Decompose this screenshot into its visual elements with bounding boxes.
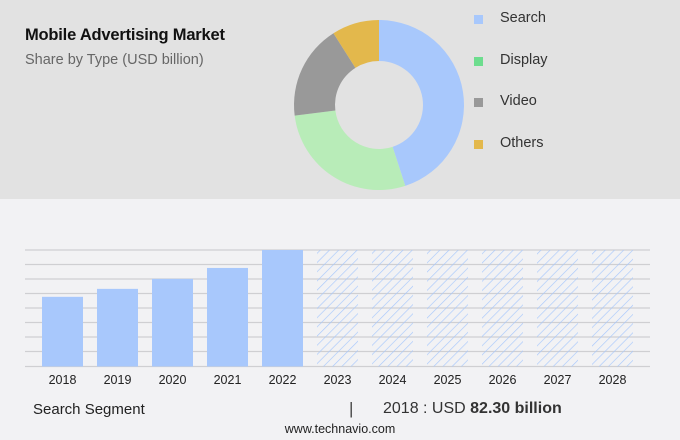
x-axis-label: 2027	[544, 373, 572, 387]
donut-slice-others	[333, 20, 379, 68]
forecast-bar-2024	[372, 250, 413, 367]
x-axis-label: 2021	[214, 373, 242, 387]
chart-title: Mobile Advertising Market	[25, 26, 225, 44]
segment-year: 2018 : USD	[383, 400, 471, 417]
x-axis-label: 2023	[324, 373, 352, 387]
donut-chart	[294, 20, 465, 191]
segment-amount: 82.30 billion	[470, 400, 562, 417]
forecast-bar-2027	[537, 250, 578, 367]
legend-swatch-icon	[474, 139, 483, 149]
bar-2022	[262, 250, 303, 367]
legend-label: Display	[500, 51, 548, 68]
segment-label: Search Segment	[33, 401, 145, 418]
legend-item-display: Display	[474, 52, 654, 72]
legend-item-others: Others	[474, 135, 654, 155]
forecast-bar-2023	[317, 250, 358, 367]
bar-2018	[42, 296, 83, 367]
forecast-bar-2025	[427, 250, 468, 367]
legend-label: Video	[500, 93, 537, 109]
x-axis-label: 2028	[599, 373, 627, 387]
forecast-bar-2026	[482, 250, 523, 367]
x-axis-label: 2025	[434, 373, 462, 387]
x-axis-label: 2018	[49, 373, 77, 387]
x-axis-label: 2019	[104, 373, 132, 387]
bar-2020	[152, 278, 193, 367]
segment-value: 2018 : USD 82.30 billion	[383, 400, 562, 418]
donut-slice-display	[294, 110, 406, 191]
forecast-bar-2028	[592, 250, 633, 367]
x-axis-label: 2024	[379, 373, 407, 387]
donut-slice-search	[379, 20, 465, 186]
donut-slice-video	[294, 33, 356, 116]
source-link[interactable]: www.technavio.com	[284, 422, 396, 436]
bar-2021	[207, 267, 248, 367]
legend-swatch-icon	[474, 98, 483, 107]
legend-label: Search	[500, 10, 546, 26]
chart-subtitle: Share by Type (USD billion)	[25, 52, 204, 68]
legend-label: Others	[500, 134, 544, 151]
legend-item-search: Search	[474, 10, 654, 30]
x-axis-label: 2026	[489, 373, 517, 387]
legend-swatch-icon	[474, 15, 483, 24]
footer-separator: |	[349, 399, 354, 418]
x-axis-label: 2022	[269, 373, 297, 387]
legend-item-video: Video	[474, 93, 654, 113]
bar-2019	[97, 288, 138, 367]
legend-swatch-icon	[474, 56, 483, 66]
x-axis-label: 2020	[159, 373, 187, 387]
